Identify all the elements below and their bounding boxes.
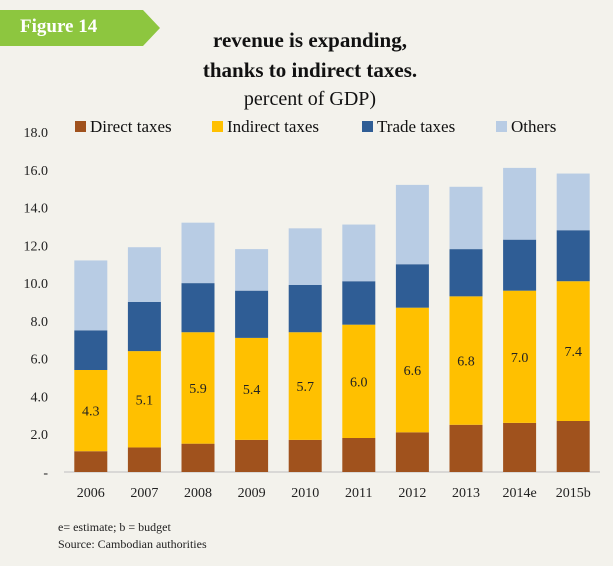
bar-segment-others (342, 224, 376, 282)
y-tick-label: 18.0 (24, 126, 49, 141)
y-tick-label: 8.0 (31, 315, 49, 330)
bar-segment-direct-taxes (181, 443, 215, 472)
x-tick-label: 2010 (291, 486, 319, 501)
bar-segment-trade-taxes (342, 281, 376, 325)
bar-segment-trade-taxes (556, 230, 590, 282)
bar-segment-others (556, 173, 590, 231)
bar-segment-trade-taxes (181, 283, 215, 333)
y-tick-label: 10.0 (24, 277, 49, 292)
bar-segment-direct-taxes (503, 422, 537, 472)
y-tick-label: 14.0 (24, 202, 49, 217)
bar-segment-others (181, 222, 215, 284)
source-note: Source: Cambodian authorities (58, 537, 207, 551)
bar-segment-indirect-taxes (449, 296, 483, 425)
x-tick-label: 2008 (184, 486, 212, 501)
legend-swatch (75, 121, 86, 132)
bar-segment-indirect-taxes (342, 324, 376, 438)
legend-label: Direct taxes (90, 117, 172, 136)
bar-segment-direct-taxes (127, 447, 161, 472)
x-tick-label: 2013 (452, 486, 480, 501)
bar-segment-direct-taxes (235, 439, 269, 472)
bar-segment-indirect-taxes (127, 351, 161, 448)
y-tick-label: - (43, 466, 48, 481)
data-label: 7.0 (511, 351, 529, 366)
bar-segment-indirect-taxes (181, 332, 215, 444)
bar-segment-direct-taxes (556, 421, 590, 472)
bar-segment-trade-taxes (127, 302, 161, 352)
data-label: 5.4 (243, 383, 261, 398)
x-tick-label: 2009 (238, 486, 266, 501)
bar-segment-indirect-taxes (556, 281, 590, 421)
chart-title-line-1: revenue is expanding, (213, 28, 407, 52)
bar-segment-direct-taxes (342, 438, 376, 472)
y-tick-label: 2.0 (31, 428, 49, 443)
x-tick-label: 2012 (398, 486, 426, 501)
bar-segment-trade-taxes (449, 249, 483, 297)
y-tick-label: 6.0 (31, 353, 49, 368)
bar-segment-indirect-taxes (395, 307, 429, 433)
chart-title-line-2: thanks to indirect taxes. (202, 58, 418, 82)
bar-segment-others (449, 186, 483, 250)
bar-segment-indirect-taxes (288, 332, 322, 440)
legend-label: Others (511, 117, 556, 136)
legend-swatch (212, 121, 223, 132)
bar-segment-others (288, 228, 322, 285)
bar-segment-indirect-taxes (235, 337, 269, 440)
chart-subtitle: percent of GDP) (243, 88, 377, 110)
data-label: 6.8 (457, 355, 475, 370)
x-tick-label: 2006 (77, 486, 105, 501)
bar-segment-others (235, 249, 269, 291)
stacked-bar-chart: - 2.0 4.0 6.0 8.0 10.0 12.0 14.0 16.0 18.0 4.3 2006… (24, 117, 600, 501)
bar-segment-direct-taxes (395, 432, 429, 472)
data-label: 7.4 (564, 345, 582, 360)
x-tick-label: 2014e (502, 486, 536, 501)
bar-segment-direct-taxes (74, 451, 108, 472)
bar-segment-others (127, 247, 161, 302)
data-label: 6.6 (404, 364, 422, 379)
bar-segment-others (503, 167, 537, 240)
bar-segment-direct-taxes (288, 439, 322, 472)
y-tick-label: 4.0 (31, 390, 49, 405)
bar-segment-others (74, 260, 108, 331)
bar-segment-direct-taxes (449, 424, 483, 472)
data-label: 6.0 (350, 375, 368, 390)
x-tick-label: 2007 (130, 486, 158, 501)
y-tick-label: 16.0 (24, 164, 49, 179)
bar-segment-trade-taxes (235, 290, 269, 338)
bar-segment-others (395, 184, 429, 265)
badge-arrow-shape (0, 10, 160, 46)
legend-label: Indirect taxes (227, 117, 319, 136)
x-tick-label: 2015b (556, 486, 591, 501)
y-tick-label: 12.0 (24, 239, 49, 254)
figure-label: Figure 14 (20, 16, 98, 37)
data-label: 5.1 (136, 393, 154, 408)
bar-segment-indirect-taxes (74, 370, 108, 452)
legend-swatch (496, 121, 507, 132)
figure-badge: Figure 14 (0, 10, 160, 46)
x-tick-label: 2011 (345, 486, 372, 501)
bar-segment-trade-taxes (503, 239, 537, 291)
bar-segment-trade-taxes (74, 330, 108, 370)
footnote: e= estimate; b = budget (58, 520, 171, 534)
data-label: 4.3 (82, 405, 100, 420)
data-label: 5.7 (296, 380, 314, 395)
bar-segment-indirect-taxes (503, 290, 537, 423)
data-label: 5.9 (189, 382, 207, 397)
bar-segment-trade-taxes (395, 264, 429, 308)
legend-label: Trade taxes (377, 117, 455, 136)
legend-swatch (362, 121, 373, 132)
bar-segment-trade-taxes (288, 285, 322, 333)
